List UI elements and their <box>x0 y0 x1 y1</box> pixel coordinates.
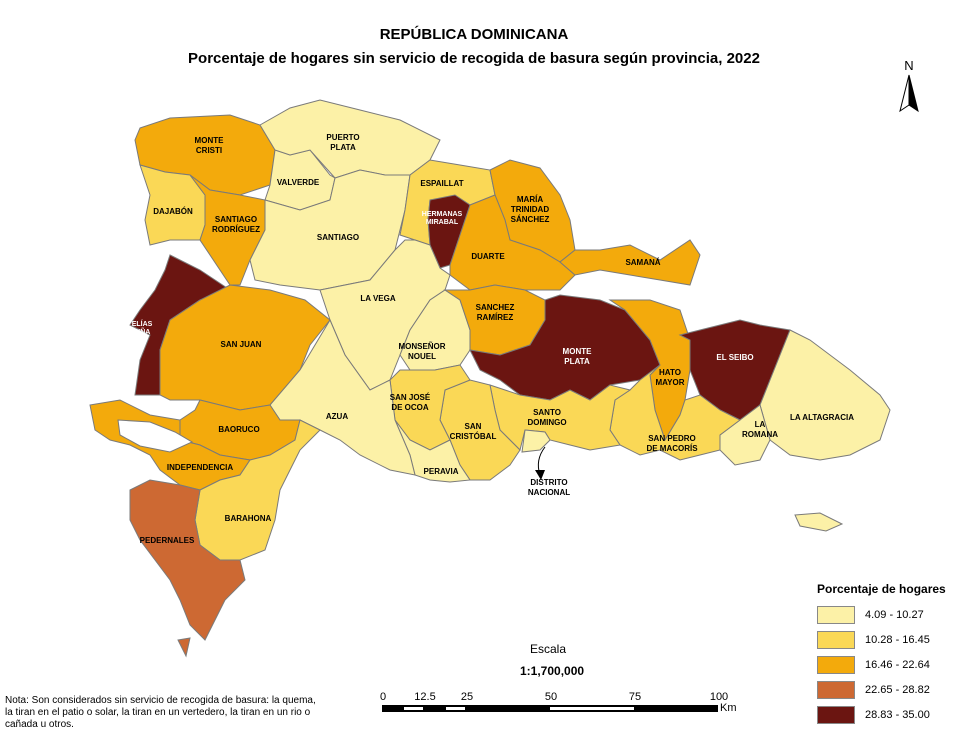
lake-enriquillo <box>117 419 194 453</box>
province-label-peravia: PERAVIA <box>423 467 459 476</box>
scale-tick: 100 <box>709 691 729 703</box>
province-label-monsenor-nouel: MONSEÑOR NOUEL <box>398 342 446 361</box>
legend-item: 22.65 - 28.82 <box>817 678 946 701</box>
province-label-santiago: SANTIAGO <box>316 233 360 242</box>
legend-swatch <box>817 680 855 699</box>
legend-swatch <box>817 655 855 674</box>
province-label-baoruco: BAORUCO <box>218 425 260 434</box>
legend-label: 28.83 - 35.00 <box>865 708 930 721</box>
province-duarte <box>449 194 576 291</box>
province-label-puerto-plata: PUERTO PLATA <box>326 133 360 152</box>
legend-swatch <box>817 705 855 724</box>
province-label-el-seibo: EL SEIBO <box>716 353 754 362</box>
saona-island <box>794 512 844 532</box>
scale-tick: 12.5 <box>414 691 436 703</box>
province-label-duarte: DUARTE <box>471 252 505 261</box>
legend-swatch <box>817 630 855 649</box>
scale-tick: 25 <box>460 691 474 703</box>
province-pedernales <box>129 479 246 641</box>
province-label-espaillat: ESPAILLAT <box>420 179 464 188</box>
province-label-azua: AZUA <box>325 412 349 421</box>
province-samana <box>559 239 701 286</box>
scale-ratio: 1:1,700,000 <box>520 664 585 678</box>
legend-item: 4.09 - 10.27 <box>817 603 946 626</box>
province-label-hermanas-mirabal: HERMANAS MIRABAL <box>421 211 463 226</box>
map-subtitle: Porcentaje de hogares sin servicio de re… <box>188 50 760 67</box>
province-label-santo-domingo: SANTO DOMINGO <box>527 408 567 427</box>
legend-label: 22.65 - 28.82 <box>865 683 930 696</box>
province-label-la-romana: LA ROMANA <box>742 420 778 439</box>
province-label-dajabon: DAJABÓN <box>153 207 193 216</box>
province-label-pedernales: PEDERNALES <box>139 536 195 545</box>
legend-item: 16.46 - 22.64 <box>817 653 946 676</box>
province-label-san-pedro-de-macoris: SAN PEDRO DE MACORÍS <box>646 434 698 453</box>
province-santiago <box>249 169 411 291</box>
province-label-la-vega: LA VEGA <box>360 294 396 303</box>
north-label: N <box>904 58 914 73</box>
province-label-santiago-rodriguez: SANTIAGO RODRÍGUEZ <box>212 215 260 234</box>
legend-swatch <box>817 605 855 624</box>
province-label-la-altagracia: LA ALTAGRACIA <box>790 413 854 422</box>
legend-label: 4.09 - 10.27 <box>865 608 924 621</box>
beata-island <box>177 637 191 658</box>
province-label-distrito-nacional: DISTRITO NACIONAL <box>527 478 571 497</box>
province-label-san-cristobal: SAN CRISTÓBAL <box>449 422 497 441</box>
province-santiago-rodriguez <box>189 174 266 286</box>
province-label-san-jose-de-ocoa: SAN JOSÉ DE OCOA <box>389 393 431 412</box>
scale-tick: 75 <box>628 691 642 703</box>
province-label-monte-cristi: MONTE CRISTI <box>194 136 224 155</box>
province-label-elias-pina: ELÍAS PIÑA <box>131 321 153 336</box>
legend-item: 10.28 - 16.45 <box>817 628 946 651</box>
province-label-valverde: VALVERDE <box>276 178 320 187</box>
map-title: REPÚBLICA DOMINICANA <box>379 26 569 43</box>
scale-tick: 0 <box>379 691 387 703</box>
province-label-sanchez-ramirez: SANCHEZ RAMÍREZ <box>475 303 515 322</box>
province-label-monte-plata: MONTE PLATA <box>562 347 592 366</box>
province-label-maria-trinidad-sanchez: MARÍA TRINIDAD SÁNCHEZ <box>510 195 550 224</box>
province-label-san-juan: SAN JUAN <box>220 340 262 349</box>
legend: Porcentaje de hogares 4.09 - 10.27 10.28 … <box>817 582 946 728</box>
legend-label: 10.28 - 16.45 <box>865 633 930 646</box>
legend-item: 28.83 - 35.00 <box>817 703 946 726</box>
province-label-independencia: INDEPENDENCIA <box>166 463 234 472</box>
legend-label: 16.46 - 22.64 <box>865 658 930 671</box>
footnote: Nota: Son considerados sin servicio de r… <box>5 695 316 730</box>
scale-bar <box>382 705 718 712</box>
province-label-barahona: BARAHONA <box>224 514 272 523</box>
north-arrow-icon <box>899 74 919 113</box>
province-label-hato-mayor: HATO MAYOR <box>655 368 685 387</box>
scale-tick: 50 <box>544 691 558 703</box>
scale-unit: Km <box>720 702 737 714</box>
arrow-head-icon <box>535 470 545 480</box>
north-arrow: N <box>898 58 920 118</box>
province-distrito-nacional <box>521 429 551 453</box>
legend-title: Porcentaje de hogares <box>817 582 946 596</box>
province-label-samana: SAMANÁ <box>625 258 661 267</box>
scale-label: Escala <box>530 642 567 656</box>
